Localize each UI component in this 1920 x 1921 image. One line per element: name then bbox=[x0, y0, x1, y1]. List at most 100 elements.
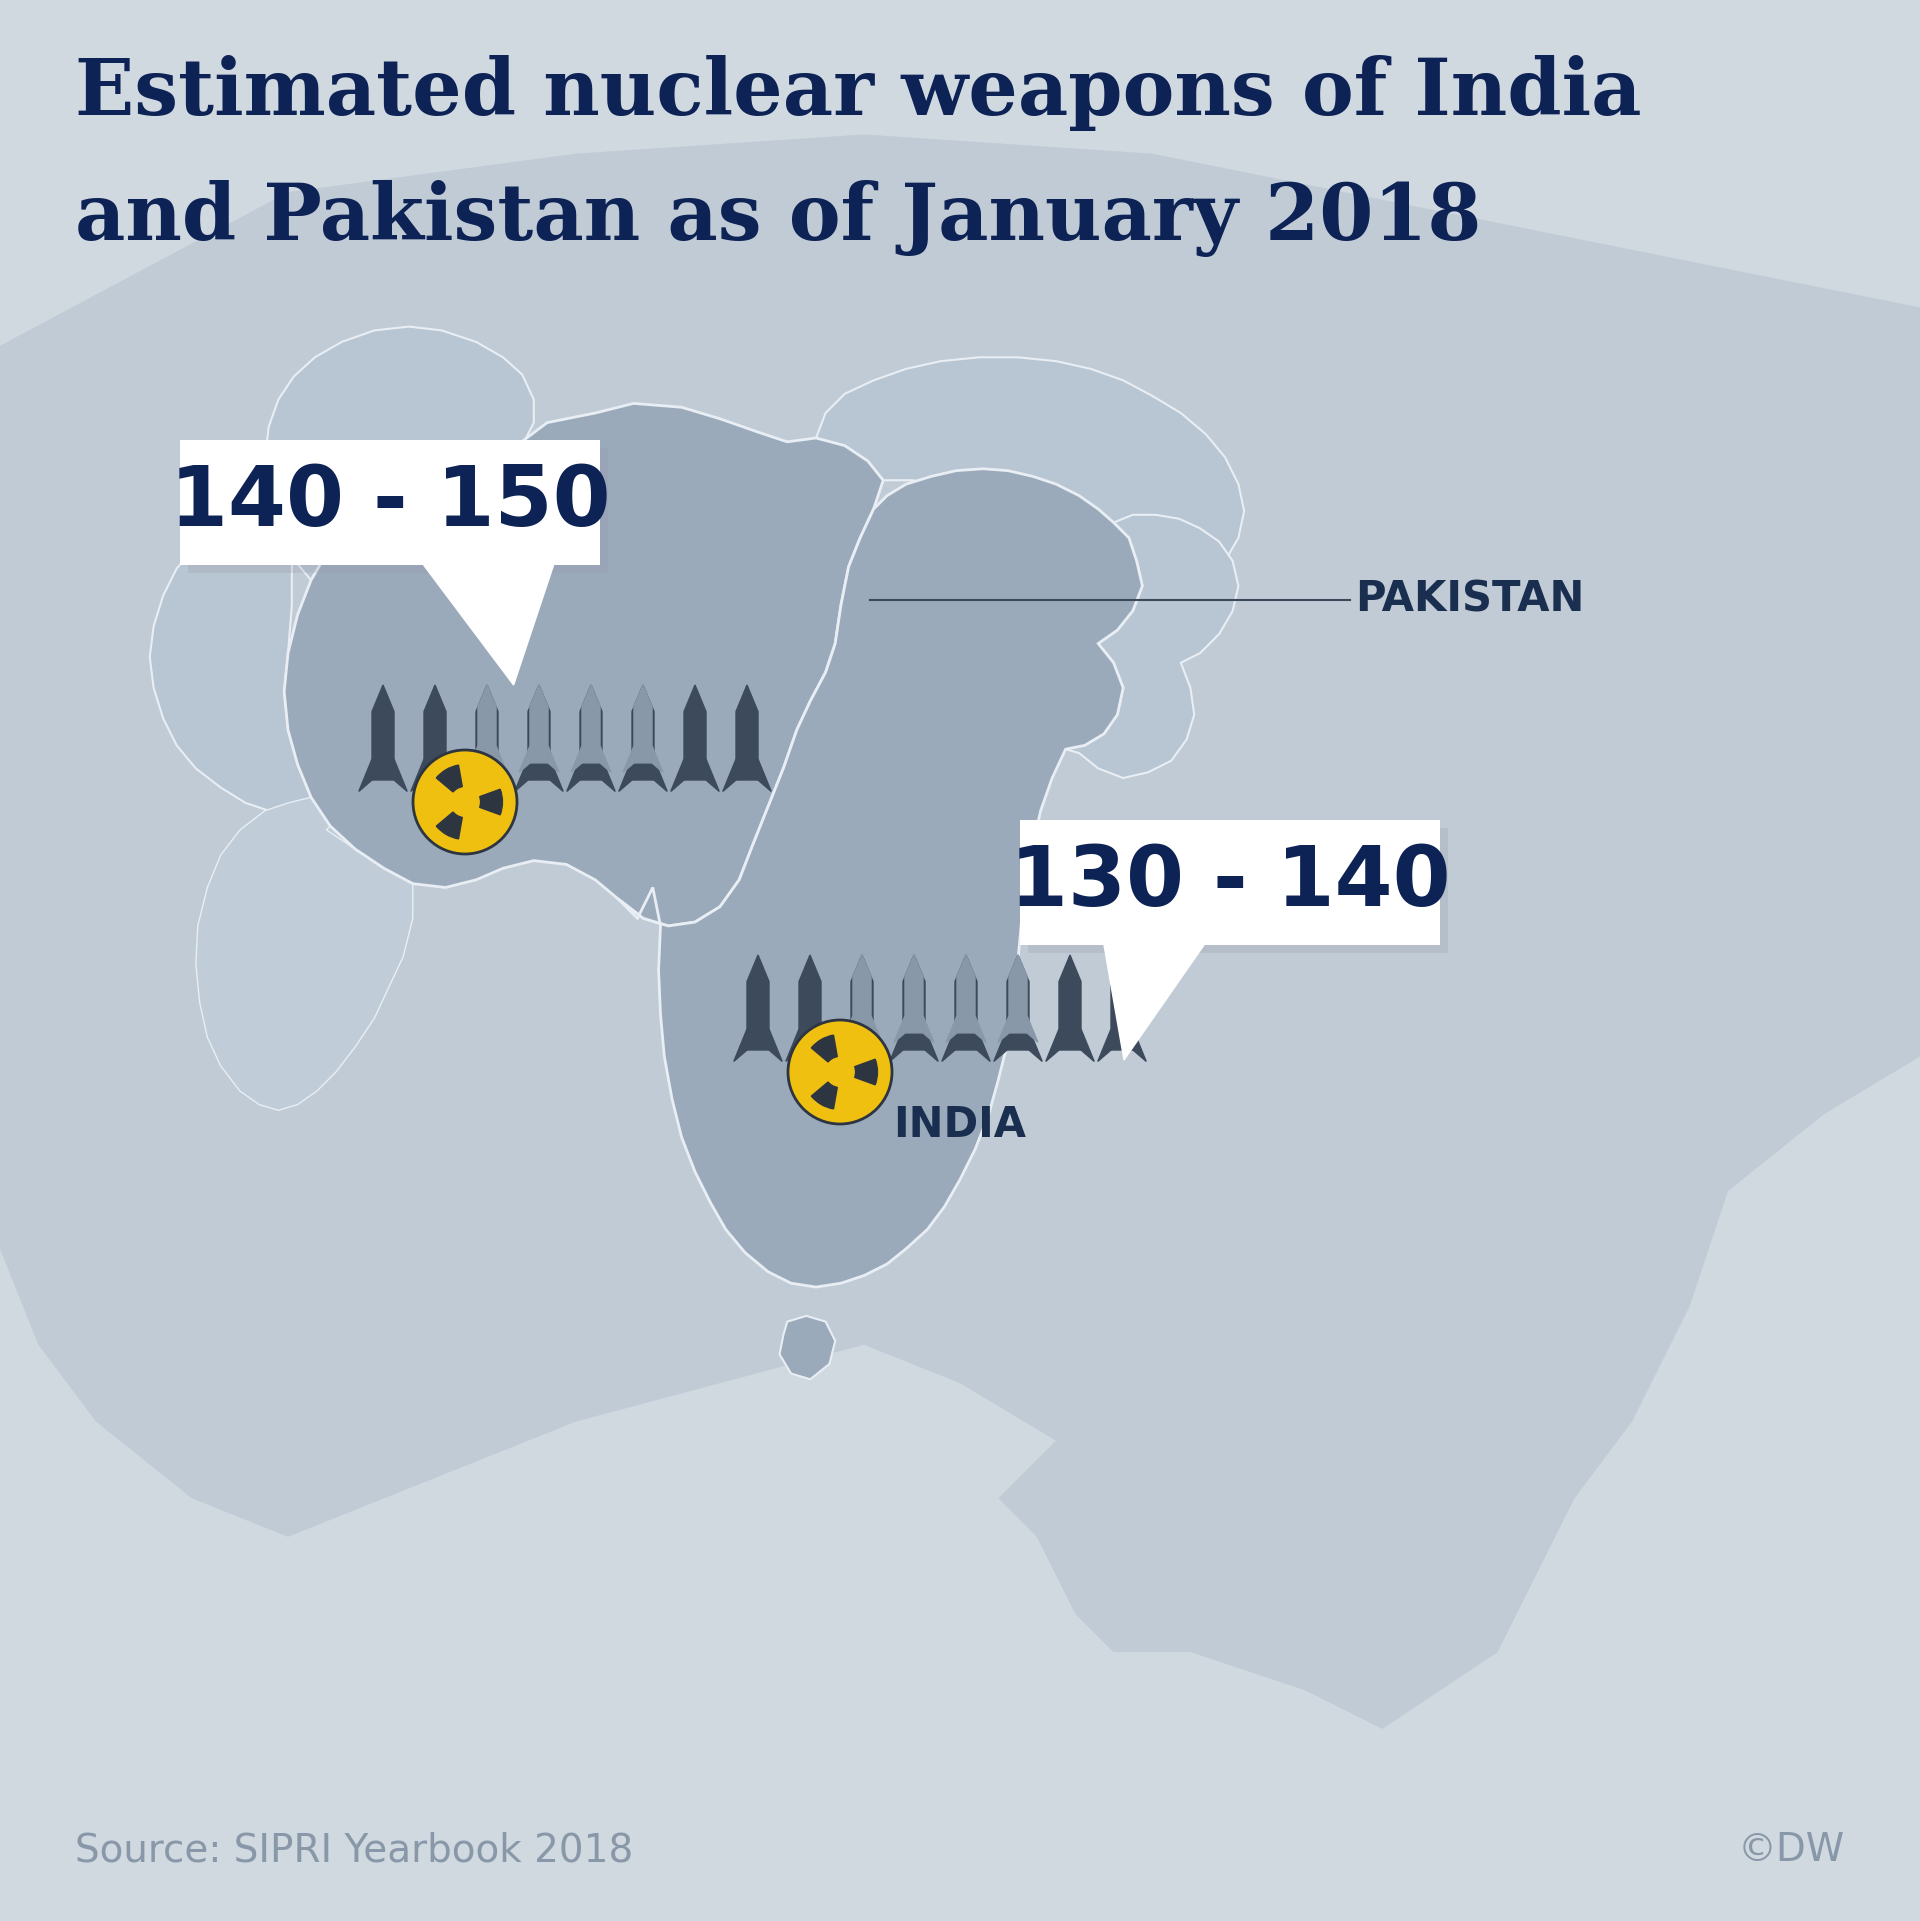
Polygon shape bbox=[822, 1030, 833, 1062]
Polygon shape bbox=[411, 759, 424, 791]
Text: 130 - 140: 130 - 140 bbox=[1010, 841, 1450, 922]
Polygon shape bbox=[851, 955, 874, 1051]
Polygon shape bbox=[467, 745, 478, 772]
Polygon shape bbox=[889, 1030, 902, 1062]
Wedge shape bbox=[812, 1035, 837, 1062]
Polygon shape bbox=[634, 686, 653, 763]
Polygon shape bbox=[956, 955, 975, 1033]
Text: Source: SIPRI Yearbook 2018: Source: SIPRI Yearbook 2018 bbox=[75, 1831, 634, 1869]
Polygon shape bbox=[837, 1030, 851, 1062]
Polygon shape bbox=[1060, 955, 1081, 1051]
Polygon shape bbox=[947, 1016, 956, 1043]
Polygon shape bbox=[1006, 955, 1029, 1051]
Text: 140 - 150: 140 - 150 bbox=[169, 461, 611, 544]
FancyBboxPatch shape bbox=[1027, 828, 1448, 953]
Polygon shape bbox=[495, 745, 507, 772]
Polygon shape bbox=[394, 759, 407, 791]
Polygon shape bbox=[1098, 1030, 1112, 1062]
Polygon shape bbox=[1046, 1030, 1060, 1062]
Polygon shape bbox=[530, 686, 547, 763]
Wedge shape bbox=[854, 1058, 877, 1085]
Polygon shape bbox=[785, 1030, 799, 1062]
Polygon shape bbox=[852, 955, 872, 1033]
Polygon shape bbox=[570, 745, 582, 772]
Polygon shape bbox=[816, 357, 1244, 611]
Text: Estimated nuclear weapons of India: Estimated nuclear weapons of India bbox=[75, 56, 1642, 131]
Polygon shape bbox=[707, 759, 720, 791]
Polygon shape bbox=[476, 686, 497, 780]
Polygon shape bbox=[359, 759, 372, 791]
Wedge shape bbox=[480, 790, 503, 815]
Polygon shape bbox=[1029, 1030, 1043, 1062]
Polygon shape bbox=[895, 1016, 904, 1043]
Wedge shape bbox=[812, 1082, 837, 1108]
Circle shape bbox=[831, 1062, 849, 1082]
Circle shape bbox=[455, 793, 474, 811]
Circle shape bbox=[413, 749, 516, 855]
Polygon shape bbox=[582, 686, 601, 763]
Polygon shape bbox=[925, 1030, 939, 1062]
Polygon shape bbox=[924, 1016, 933, 1043]
Polygon shape bbox=[518, 745, 530, 772]
Polygon shape bbox=[954, 955, 977, 1051]
Polygon shape bbox=[0, 134, 1920, 1729]
Polygon shape bbox=[1112, 955, 1133, 1051]
Polygon shape bbox=[1133, 1030, 1146, 1062]
FancyBboxPatch shape bbox=[180, 440, 599, 565]
Polygon shape bbox=[1081, 1030, 1094, 1062]
Text: PAKISTAN: PAKISTAN bbox=[1356, 578, 1584, 620]
Circle shape bbox=[787, 1020, 893, 1124]
Polygon shape bbox=[747, 955, 770, 1051]
Polygon shape bbox=[998, 1016, 1010, 1043]
Polygon shape bbox=[445, 759, 459, 791]
Polygon shape bbox=[603, 759, 614, 791]
Polygon shape bbox=[196, 797, 413, 1110]
Polygon shape bbox=[497, 759, 511, 791]
Polygon shape bbox=[872, 1016, 881, 1043]
Polygon shape bbox=[515, 759, 528, 791]
Polygon shape bbox=[977, 1030, 991, 1062]
Polygon shape bbox=[1010, 955, 1027, 1033]
Polygon shape bbox=[566, 759, 580, 791]
Wedge shape bbox=[436, 813, 463, 839]
Text: ©DW: ©DW bbox=[1738, 1831, 1845, 1869]
Polygon shape bbox=[735, 686, 758, 780]
Polygon shape bbox=[1027, 1016, 1039, 1043]
Text: INDIA: INDIA bbox=[893, 1105, 1027, 1147]
Polygon shape bbox=[463, 759, 476, 791]
Polygon shape bbox=[618, 759, 632, 791]
Polygon shape bbox=[1066, 515, 1238, 778]
FancyBboxPatch shape bbox=[1020, 820, 1440, 945]
Polygon shape bbox=[722, 759, 735, 791]
Polygon shape bbox=[150, 509, 311, 811]
Polygon shape bbox=[904, 955, 924, 1033]
Polygon shape bbox=[632, 686, 655, 780]
Polygon shape bbox=[478, 686, 495, 763]
Polygon shape bbox=[770, 1030, 781, 1062]
Polygon shape bbox=[902, 955, 925, 1051]
Polygon shape bbox=[528, 686, 549, 780]
Polygon shape bbox=[653, 745, 662, 772]
Polygon shape bbox=[943, 1030, 954, 1062]
Polygon shape bbox=[1104, 945, 1204, 1060]
Polygon shape bbox=[580, 686, 603, 780]
Polygon shape bbox=[624, 745, 634, 772]
Polygon shape bbox=[547, 745, 559, 772]
Polygon shape bbox=[549, 759, 563, 791]
Polygon shape bbox=[670, 759, 684, 791]
Polygon shape bbox=[799, 955, 822, 1051]
Polygon shape bbox=[424, 686, 445, 780]
Polygon shape bbox=[424, 565, 553, 686]
Polygon shape bbox=[843, 1016, 852, 1043]
Polygon shape bbox=[284, 403, 883, 926]
Polygon shape bbox=[372, 686, 394, 780]
Polygon shape bbox=[780, 1316, 835, 1379]
Polygon shape bbox=[975, 1016, 985, 1043]
FancyBboxPatch shape bbox=[188, 448, 609, 572]
Polygon shape bbox=[995, 1030, 1006, 1062]
Polygon shape bbox=[601, 745, 611, 772]
Wedge shape bbox=[436, 765, 463, 791]
Text: and Pakistan as of January 2018: and Pakistan as of January 2018 bbox=[75, 181, 1482, 257]
Polygon shape bbox=[874, 1030, 887, 1062]
Polygon shape bbox=[655, 759, 668, 791]
